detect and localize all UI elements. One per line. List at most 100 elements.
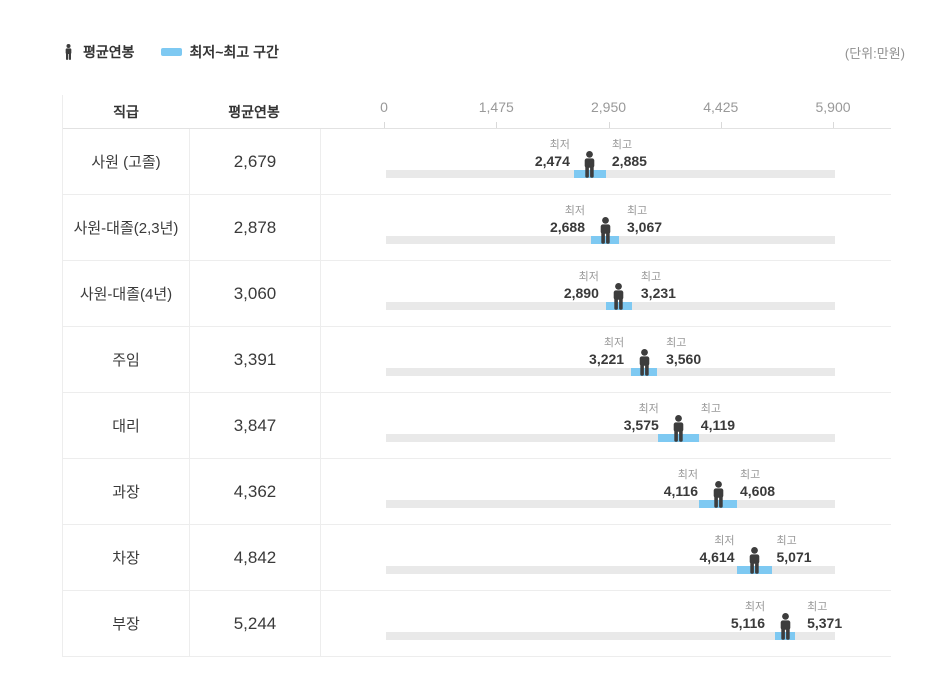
max-value: 2,885 [611,153,647,169]
max-label-block: 최고 5,371 [807,601,951,631]
average-salary-value: 3,391 [190,327,321,392]
max-caption: 최고 [807,601,828,613]
min-caption: 최저 [638,403,659,415]
min-label-block: 최저 3,575 [509,403,659,433]
table-row: 과장 4,362 최저 4,116 최고 4,608 [63,459,891,525]
range-chart-cell: 최저 3,575 최고 4,119 [321,393,891,458]
average-salary-value: 4,842 [190,525,321,590]
max-caption: 최고 [700,403,722,415]
max-label-block: 최고 3,231 [641,271,791,301]
min-label-block: 최저 5,116 [615,601,765,631]
range-chart-cell: 최저 4,116 최고 4,608 [321,459,891,524]
min-value: 4,614 [699,549,735,565]
person-icon [713,481,723,508]
max-value: 3,067 [627,219,663,235]
legend-row: 평균연봉 최저~최고 구간 (단위:만원) [62,42,905,62]
max-caption: 최고 [627,205,648,217]
person-icon [65,44,72,60]
range-chart-cell: 최저 5,116 최고 5,371 [321,591,891,656]
min-label-block: 최저 2,688 [435,205,585,235]
axis-tick-label: 1,475 [478,99,514,115]
range-track [386,170,835,178]
table-row: 대리 3,847 최저 3,575 최고 4,119 [63,393,891,459]
min-caption: 최저 [549,139,570,151]
range-track [386,368,835,376]
min-value: 2,474 [534,153,570,169]
position-label: 주임 [63,327,190,392]
max-caption: 최고 [776,535,797,547]
position-label: 과장 [63,459,190,524]
max-label-block: 최고 3,560 [666,337,816,367]
range-chart-cell: 최저 4,614 최고 5,071 [321,525,891,590]
axis-tick-mark [720,122,722,128]
min-value: 5,116 [730,615,766,631]
position-label: 대리 [63,393,190,458]
average-salary-value: 4,362 [190,459,321,524]
header-average: 평균연봉 [228,103,280,120]
table-row: 사원-대졸(4년) 3,060 최저 2,890 최고 3,231 [63,261,891,327]
salary-table: 직급 평균연봉 0 1,475 2,950 4,425 5,900 사원 (고졸) 2,6… [62,95,891,657]
min-label-block: 최저 4,614 [585,535,735,565]
unit-label: (단위:만원) [844,45,905,61]
axis-tick-mark [608,122,610,128]
position-label: 사원 (고졸) [63,129,190,194]
range-bar [631,368,657,376]
average-salary-value: 2,878 [190,195,321,260]
max-value: 4,119 [700,417,736,433]
person-icon [614,283,624,310]
min-caption: 최저 [564,205,585,217]
range-bar [574,170,606,178]
max-label-block: 최고 5,071 [777,535,927,565]
range-bar [775,632,795,640]
max-value: 3,560 [666,351,702,367]
axis-tick-label: 5,900 [815,99,851,115]
position-label: 사원-대졸(2,3년) [63,195,190,260]
min-value: 3,575 [623,417,659,433]
max-value: 4,608 [740,483,776,499]
person-icon [639,349,649,376]
range-track [386,632,835,640]
min-label-block: 최저 3,221 [474,337,624,367]
legend-range-label: 최저~최고 구간 [189,44,279,60]
range-chart-cell: 최저 2,688 최고 3,067 [321,195,891,260]
max-value: 5,071 [776,549,812,565]
legend-average-label: 평균연봉 [83,44,135,60]
max-label-block: 최고 4,608 [740,469,890,499]
table-row: 부장 5,244 최저 5,116 최고 5,371 [63,591,891,657]
min-value: 3,221 [589,351,625,367]
axis-header-cell: 0 1,475 2,950 4,425 5,900 [319,95,891,128]
min-caption: 최저 [578,271,599,283]
range-chart-cell: 최저 3,221 최고 3,560 [321,327,891,392]
range-track [386,500,835,508]
min-label-block: 최저 2,890 [449,271,599,301]
range-bar [605,302,632,310]
header-position: 직급 [113,103,139,120]
person-icon [749,547,760,574]
max-value: 3,231 [640,285,676,301]
person-icon [585,151,595,178]
min-caption: 최저 [714,535,735,547]
min-value: 4,116 [663,483,698,499]
range-track [386,566,835,574]
max-label-block: 최고 2,885 [612,139,762,169]
max-caption: 최고 [611,139,633,151]
position-label: 사원-대졸(4년) [63,261,190,326]
average-salary-value: 5,244 [190,591,321,656]
min-label-block: 최저 2,474 [420,139,570,169]
max-label-block: 최고 4,119 [701,403,851,433]
min-caption: 최저 [603,337,625,349]
axis-tick-label: 2,950 [590,99,627,115]
min-caption: 최저 [744,601,766,613]
min-caption: 최저 [677,469,698,481]
average-salary-value: 2,679 [190,129,321,194]
axis-tick-label: 4,425 [703,99,739,115]
axis-tick-mark [833,122,834,128]
table-body: 사원 (고졸) 2,679 최저 2,474 최고 2,885 사원-대졸(2,3년) 2,… [63,129,891,657]
position-label: 차장 [63,525,190,590]
max-caption: 최고 [666,337,687,349]
max-label-block: 최고 3,067 [627,205,777,235]
table-header-row: 직급 평균연봉 0 1,475 2,950 4,425 5,900 [63,95,891,129]
min-label-block: 최저 4,116 [548,469,698,499]
table-row: 사원 (고졸) 2,679 최저 2,474 최고 2,885 [63,129,891,195]
table-row: 주임 3,391 최저 3,221 최고 3,560 [63,327,891,393]
